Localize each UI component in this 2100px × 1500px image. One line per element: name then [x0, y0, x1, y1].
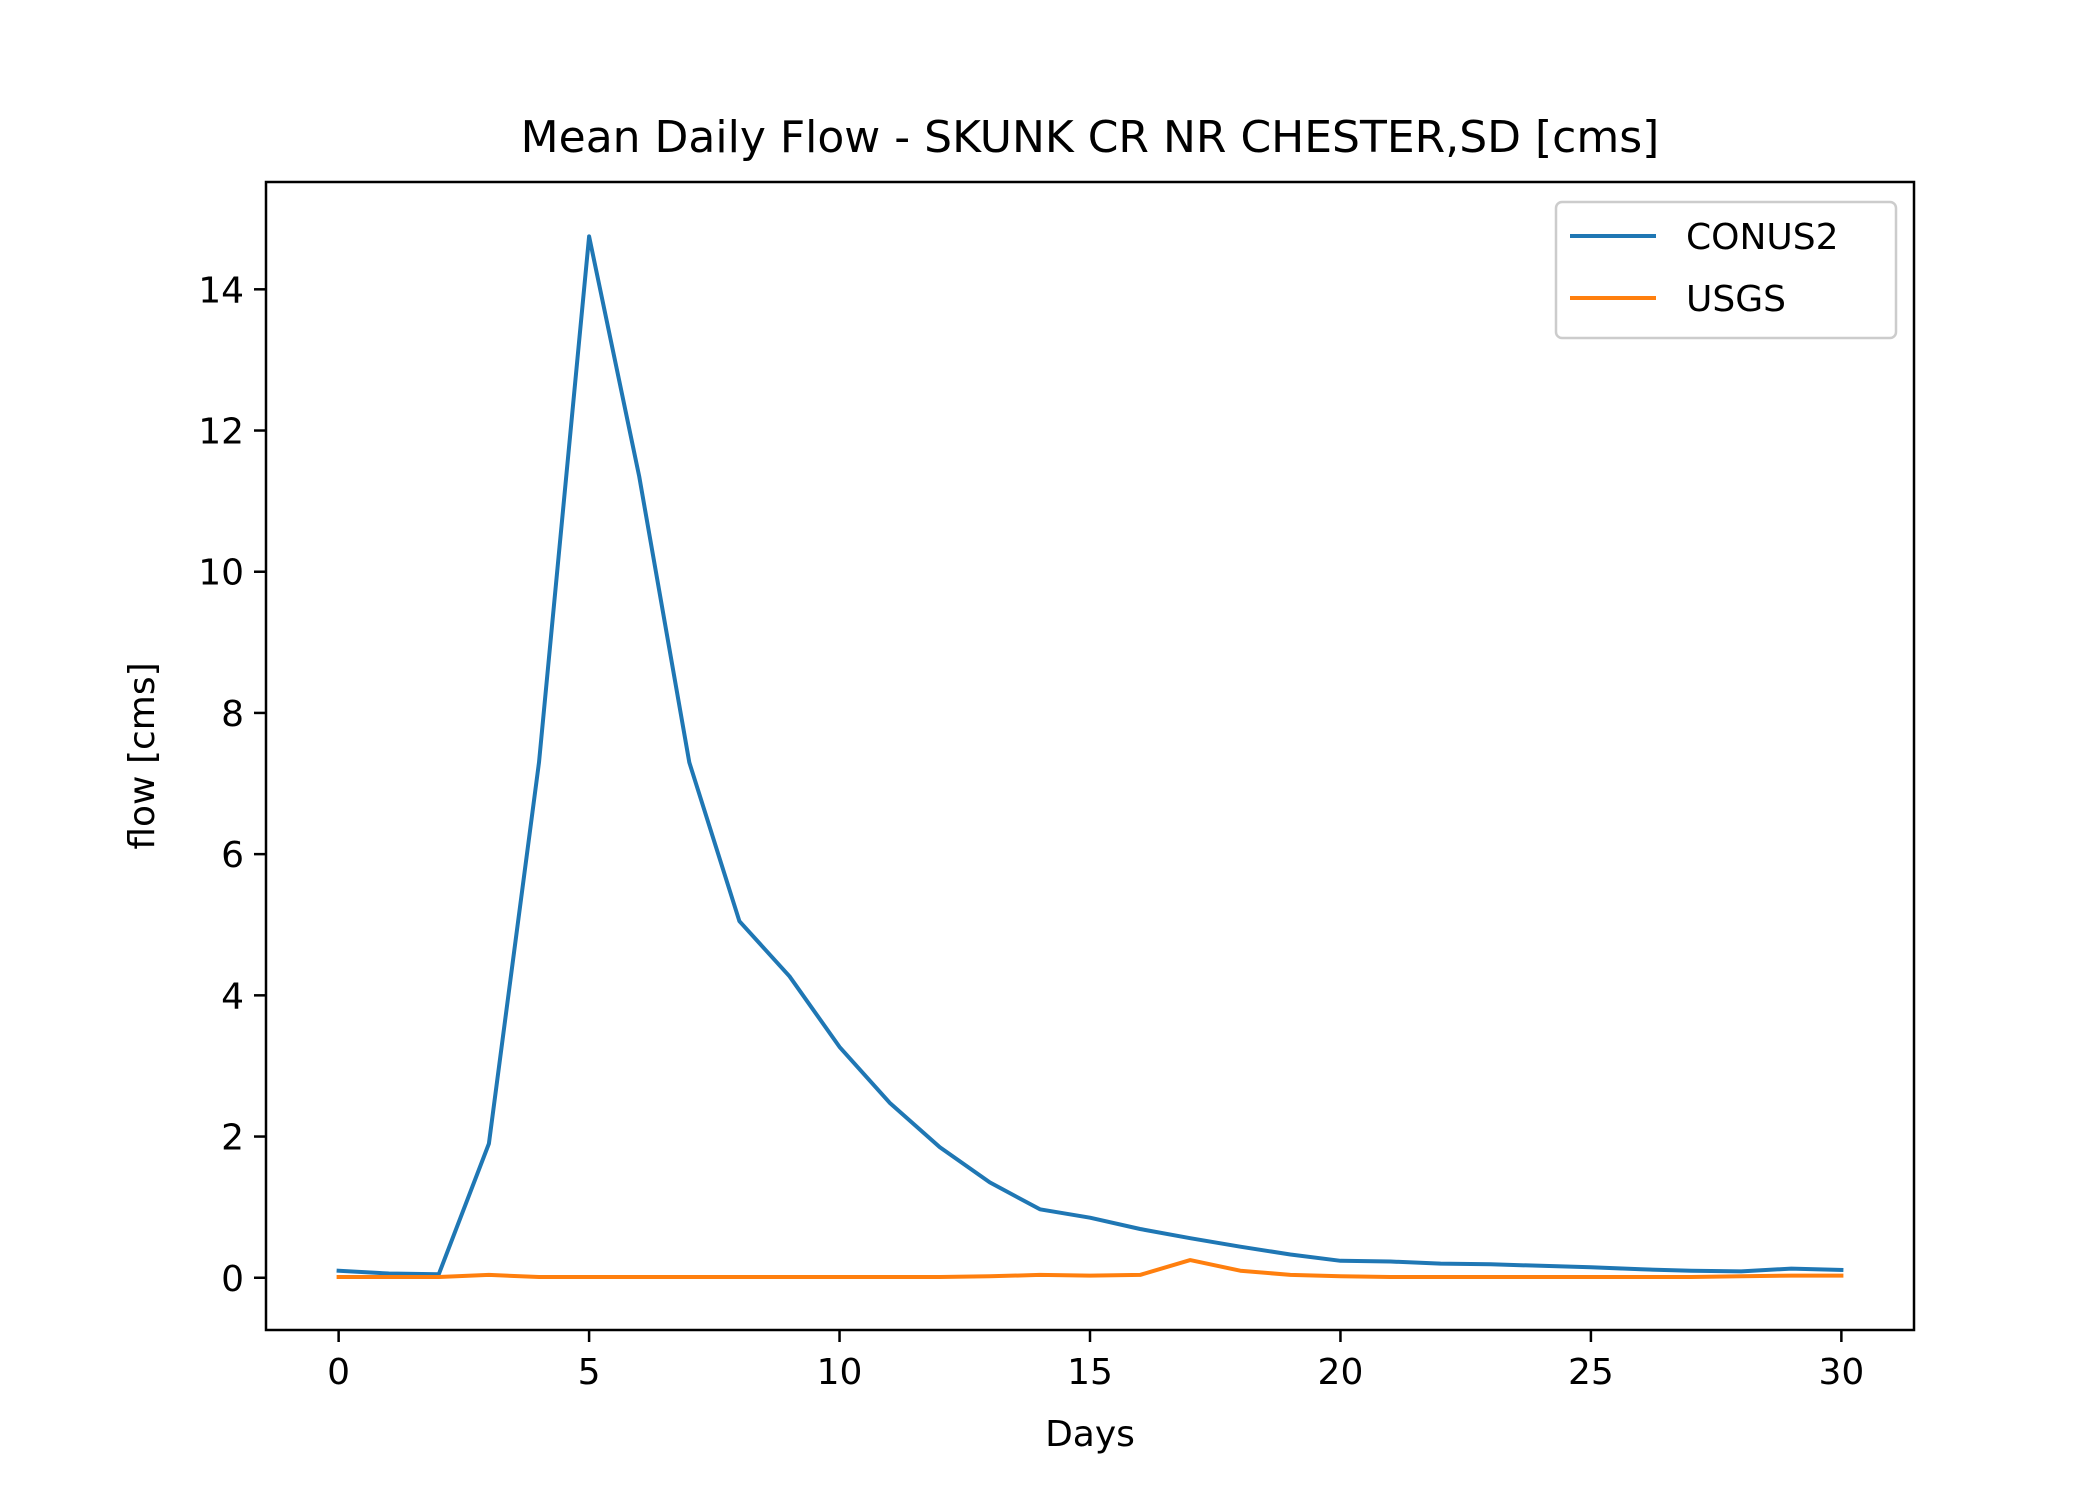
y-axis-label: flow [cms]	[122, 662, 163, 849]
x-tick-label: 20	[1318, 1352, 1364, 1393]
x-tick-label: 15	[1067, 1352, 1113, 1393]
y-tick-label: 2	[221, 1118, 244, 1159]
x-axis-label: Days	[1045, 1414, 1135, 1455]
plot-area	[336, 234, 1844, 1279]
x-tick-label: 5	[578, 1352, 601, 1393]
series-line-usgs	[336, 1258, 1844, 1279]
series-line-conus2	[336, 234, 1844, 1277]
legend-label-usgs: USGS	[1686, 279, 1786, 320]
y-tick-label: 10	[198, 553, 244, 594]
x-tick-label: 10	[817, 1352, 863, 1393]
x-tick-label: 25	[1568, 1352, 1614, 1393]
y-tick-label: 6	[221, 835, 244, 876]
y-tick-label: 14	[198, 270, 244, 311]
axis-ticks: 0 5 10 15 20 25 30 0 2 4 6 8 10 12 14	[198, 270, 1864, 1393]
y-tick-label: 4	[221, 976, 244, 1017]
y-tick-label: 0	[221, 1259, 244, 1300]
legend: CONUS2 USGS	[1554, 200, 1898, 340]
axes-frame	[264, 180, 1916, 1332]
x-tick-label: 0	[327, 1352, 350, 1393]
y-tick-label: 12	[198, 412, 244, 453]
y-tick-label: 8	[221, 694, 244, 735]
chart-title: Mean Daily Flow - SKUNK CR NR CHESTER,SD…	[521, 112, 1660, 163]
x-tick-label: 30	[1818, 1352, 1864, 1393]
legend-label-conus2: CONUS2	[1686, 217, 1839, 258]
